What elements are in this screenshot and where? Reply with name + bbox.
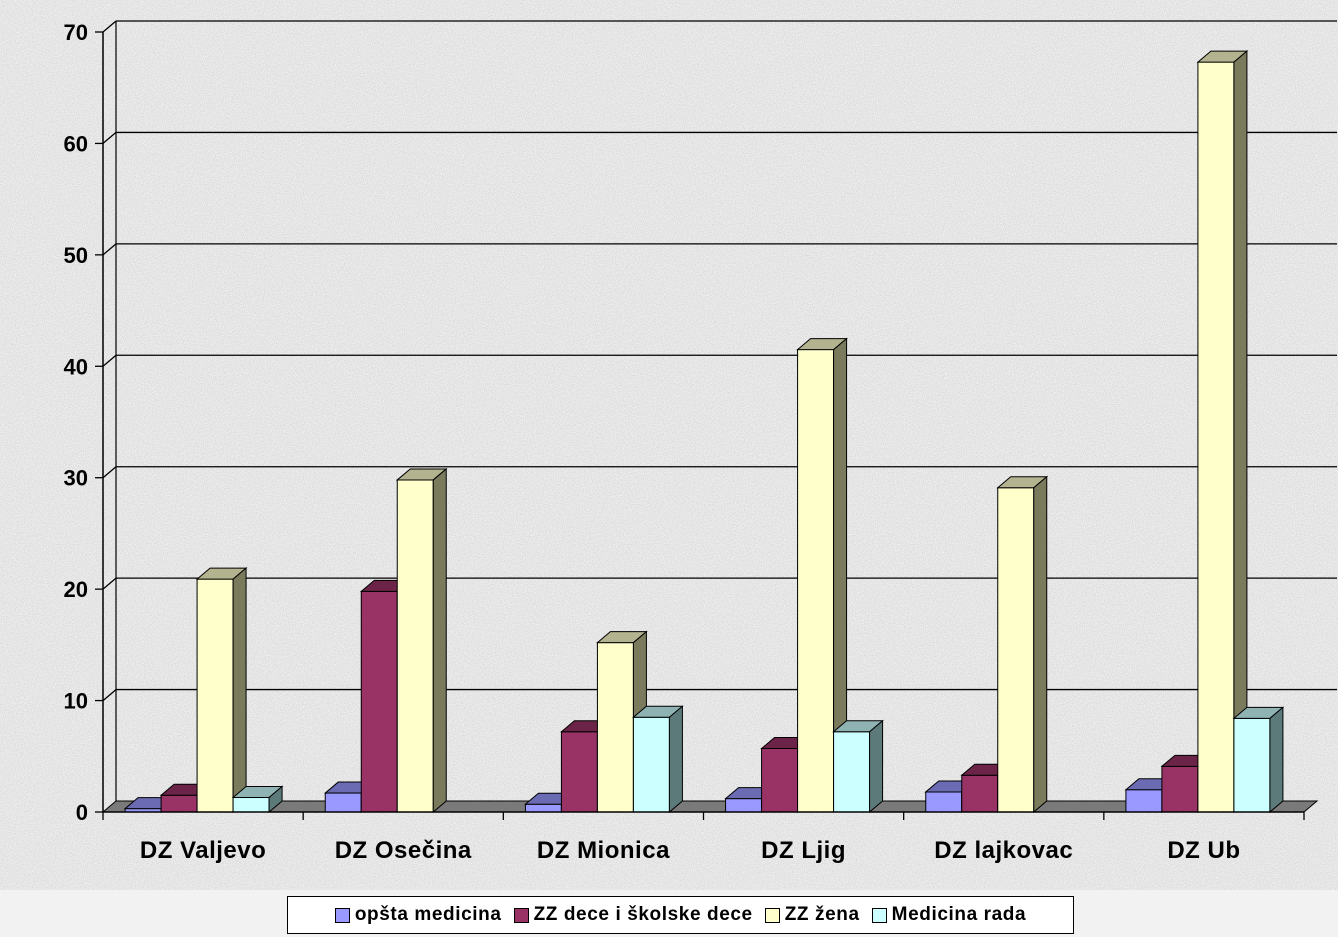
bar-opsta-medicina-dz-lajkovac-front: [925, 791, 963, 813]
legend-label-opsta-medicina: opšta medicina: [354, 904, 502, 925]
y-tick-label: 0: [76, 800, 88, 825]
x-category-label-dz-ub: DZ Ub: [1167, 837, 1240, 864]
bar-zz-dece-i-skolske-dece-dz-ub-front: [1161, 765, 1199, 813]
gridline-diag: [102, 20, 117, 33]
bar-medicina-rada-dz-ub-side: [1269, 706, 1284, 814]
bar-zz-zena-dz-valjevo-side: [232, 567, 247, 814]
legend: opšta medicina ZZ dece i školske dece ZZ…: [287, 896, 1074, 934]
y-tick-label: 70: [64, 20, 88, 45]
gridline-diag: [102, 354, 117, 367]
chart-canvas: 0 10 20 30 40 50 60 70 DZ Valjevo DZ Osečina DZ M…: [0, 0, 1338, 890]
gridline-diag: [102, 577, 117, 590]
axes: [95, 21, 1305, 820]
y-tick-label: 10: [64, 689, 88, 714]
x-category-label-dz-valjevo: DZ Valjevo: [140, 837, 266, 864]
bar-zz-zena-dz-lajkovac: [996, 475, 1049, 814]
y-tick-label: 60: [64, 131, 88, 156]
bar-medicina-rada-dz-ub: [1232, 706, 1285, 814]
bar-opsta-medicina-dz-mionica-front: [524, 803, 562, 813]
legend-swatch-zz-zena: [764, 907, 780, 923]
bar-medicina-rada-dz-ub-front: [1233, 717, 1271, 813]
bar-zz-zena-dz-osecina-side: [432, 467, 447, 814]
x-axis-category-labels: DZ Valjevo DZ Osečina DZ Mionica DZ Ljig DZ …: [140, 837, 1240, 864]
y-tick-label: 50: [64, 243, 88, 268]
legend-swatch-opsta-medicina: [334, 907, 350, 923]
y-tick-label: 20: [64, 577, 88, 602]
bar-medicina-rada-dz-valjevo-front: [232, 797, 270, 813]
bar-zz-zena-dz-ub: [1196, 50, 1249, 814]
legend-item-zz-dece: ZZ dece i školske dece: [513, 904, 753, 926]
bar-opsta-medicina-dz-ljig-front: [725, 798, 763, 813]
bar-zz-zena-dz-ljig-front: [797, 349, 835, 813]
bar-zz-zena-dz-ub-side: [1233, 50, 1248, 814]
legend-label-medicina-rada: Medicina rada: [891, 904, 1027, 925]
legend-swatch-zz-dece: [513, 907, 529, 923]
x-category-label-dz-mionica: DZ Mionica: [537, 837, 670, 864]
bar-zz-zena-dz-ub-front: [1197, 61, 1235, 813]
legend-item-opsta-medicina: opšta medicina: [334, 904, 502, 926]
bar-zz-zena-dz-mionica-front: [596, 642, 634, 813]
legend-label-zz-zena: ZZ žena: [784, 904, 860, 925]
y-tick-label: 40: [64, 354, 88, 379]
bar-zz-dece-i-skolske-dece-dz-mionica-front: [560, 731, 598, 813]
gridline-diag: [102, 689, 117, 702]
gridline-diag: [102, 131, 117, 144]
bar-opsta-medicina-dz-osecina-front: [324, 792, 362, 813]
bar-medicina-rada-dz-ljig-side: [869, 719, 884, 814]
x-category-label-dz-osecina: DZ Osečina: [335, 837, 472, 864]
bar-zz-zena-dz-valjevo: [195, 567, 248, 814]
bar-zz-dece-i-skolske-dece-dz-osecina-front: [360, 590, 398, 813]
gridline-diag: [102, 243, 117, 256]
legend-label-zz-dece: ZZ dece i školske dece: [533, 904, 753, 925]
bar-medicina-rada-dz-mionica: [632, 705, 684, 814]
bar-medicina-rada-dz-valjevo: [231, 785, 284, 814]
bar-zz-zena-dz-osecina-front: [396, 479, 434, 813]
bar-medicina-rada-dz-ljig: [832, 719, 884, 814]
bar-zz-dece-i-skolske-dece-dz-lajkovac-front: [961, 774, 999, 813]
bar-medicina-rada-dz-valjevo-side: [268, 785, 283, 814]
bar-medicina-rada-dz-ljig-front: [833, 731, 871, 813]
bar-zz-zena-dz-osecina: [395, 467, 448, 814]
legend-swatch-medicina-rada: [871, 907, 887, 923]
bar-zz-zena-dz-lajkovac-side: [1033, 475, 1048, 814]
legend-item-medicina-rada: Medicina rada: [871, 904, 1027, 926]
bar-medicina-rada-dz-mionica-front: [632, 716, 670, 813]
bar-zz-zena-dz-valjevo-front: [196, 578, 234, 813]
x-category-label-dz-ljig: DZ Ljig: [761, 837, 846, 864]
bar-zz-dece-i-skolske-dece-dz-valjevo-front: [160, 794, 198, 813]
bar-medicina-rada-dz-mionica-side: [668, 705, 683, 814]
bar-zz-zena-dz-lajkovac-front: [997, 487, 1035, 813]
gridlines: [102, 20, 1337, 702]
bar-zz-dece-i-skolske-dece-dz-ljig-front: [761, 747, 799, 813]
x-category-label-dz-lajkovac: DZ lajkovac: [934, 837, 1073, 864]
legend-item-zz-zena: ZZ žena: [764, 904, 860, 926]
gridline-diag: [102, 466, 117, 479]
bar-opsta-medicina-dz-ub-front: [1125, 789, 1163, 813]
y-axis-tick-labels: 0 10 20 30 40 50 60 70: [64, 20, 88, 825]
y-tick-label: 30: [64, 466, 88, 491]
